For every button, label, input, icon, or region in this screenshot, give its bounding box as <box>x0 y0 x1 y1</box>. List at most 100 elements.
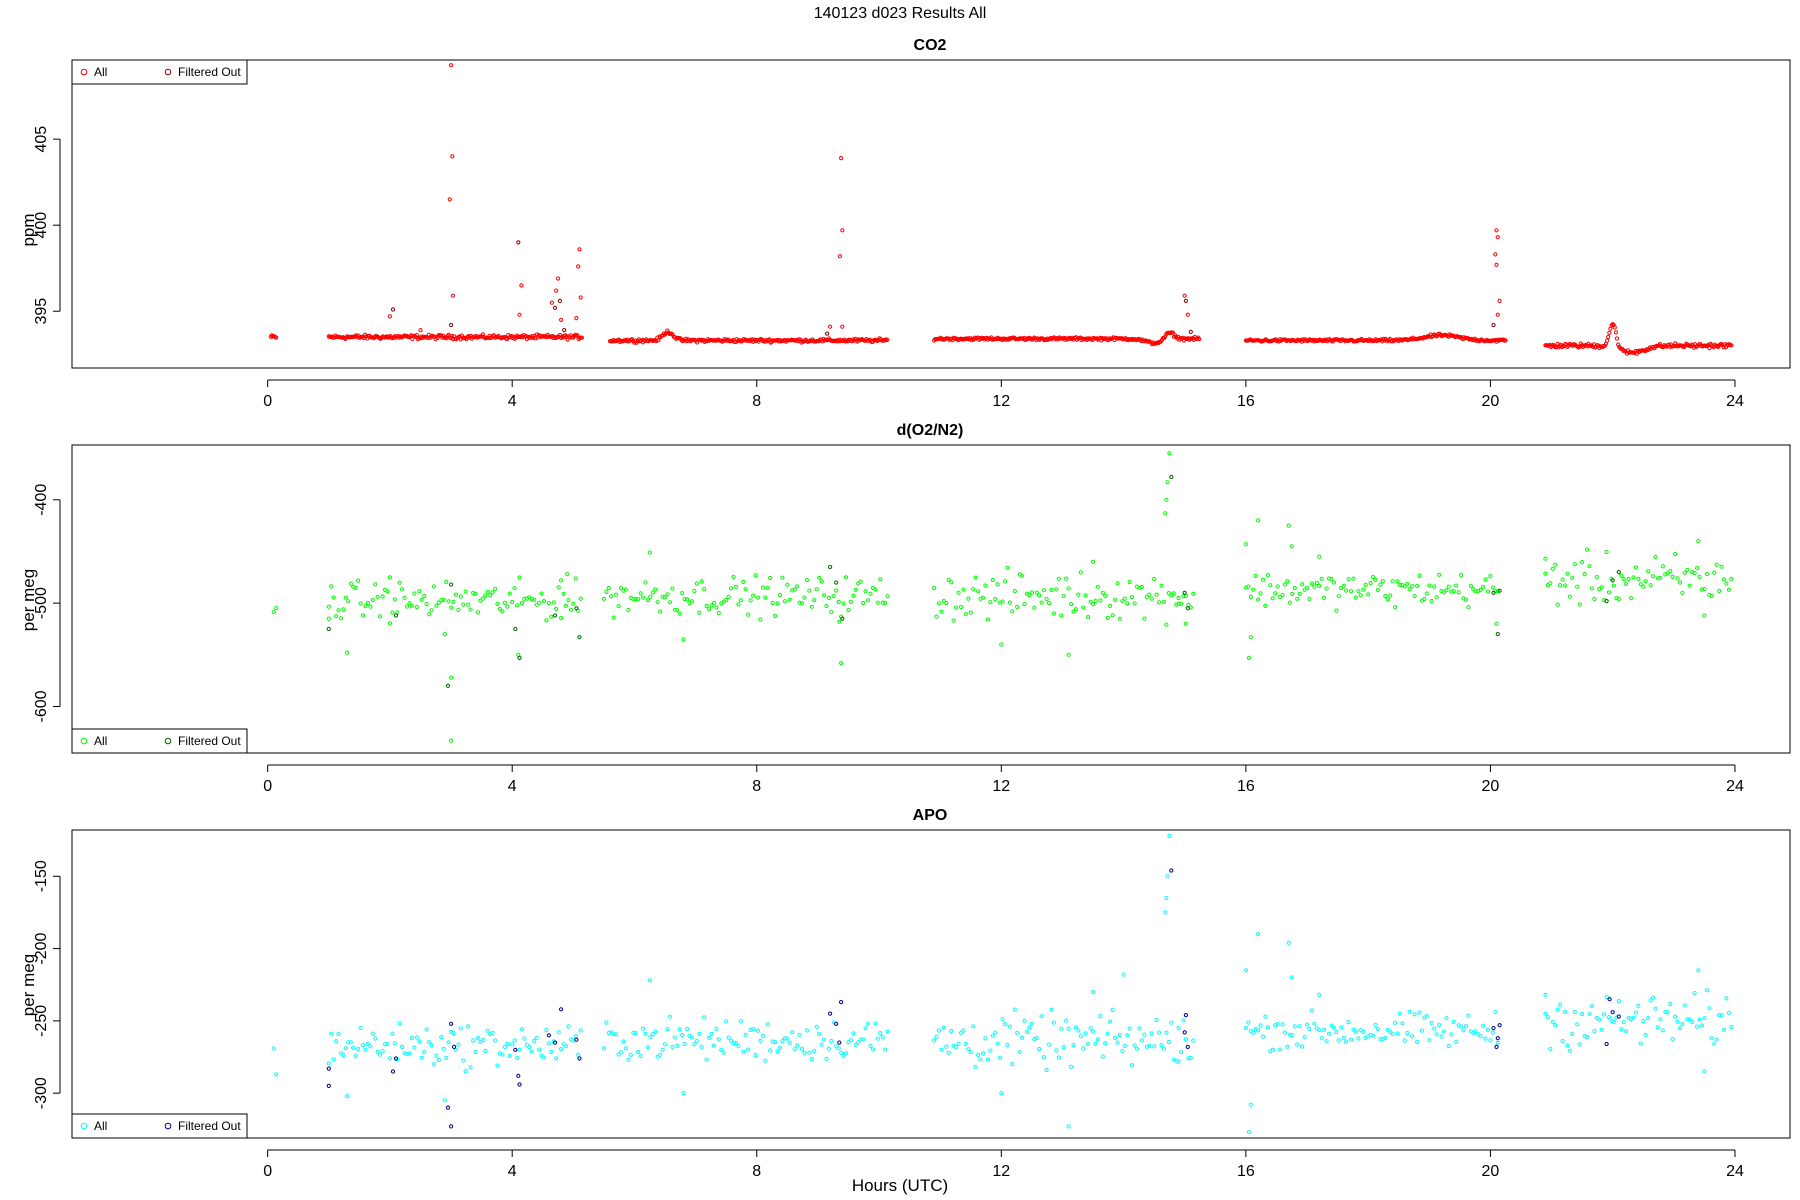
o2n2-data-point <box>1719 564 1724 569</box>
o2n2-data-point <box>738 598 744 603</box>
co2-data-point <box>274 335 279 340</box>
o2n2-data-point <box>1015 604 1020 610</box>
apo-data-point <box>1317 992 1322 997</box>
o2n2-filtered-point <box>840 616 845 621</box>
apo-panel: APO per meg 0 4 8 12 16 20 24 -300 -250 -200 -150 A… <box>19 807 1791 1180</box>
apo-data-point <box>1633 1010 1639 1015</box>
apo-data-point <box>566 1024 571 1029</box>
co2-data-point <box>387 314 392 319</box>
apo-data-point <box>1570 1031 1575 1037</box>
o2n2-data-point <box>1655 576 1661 581</box>
o2n2-x-tick-label: 24 <box>1726 778 1744 795</box>
apo-data-point <box>999 1091 1004 1096</box>
co2-panel-title: CO2 <box>914 37 947 54</box>
o2n2-data-point <box>1130 595 1135 600</box>
apo-data-point <box>500 1052 505 1057</box>
apo-x-tick-label: 0 <box>263 1163 272 1180</box>
apo-data-point <box>1558 1002 1563 1007</box>
o2n2-data-point <box>1334 608 1339 613</box>
o2n2-data-point <box>1331 580 1337 585</box>
apo-data-point <box>660 1047 665 1052</box>
o2n2-data-point <box>1424 591 1429 596</box>
apo-data-point <box>623 1046 629 1051</box>
o2n2-data-point <box>1456 590 1461 595</box>
apo-data-point <box>1412 1012 1417 1017</box>
co2-data-point <box>549 300 555 305</box>
apo-data-point <box>1056 1055 1061 1060</box>
apo-data-point <box>760 1034 766 1039</box>
o2n2-data-point <box>1361 587 1366 592</box>
o2n2-data-point <box>1363 582 1368 588</box>
apo-data-point <box>1434 1032 1439 1037</box>
co2-filtered-point <box>552 305 558 310</box>
apo-data-point <box>1553 1023 1558 1028</box>
co2-data-point <box>556 276 561 281</box>
apo-data-point <box>1134 1046 1140 1051</box>
o2n2-legend-all-marker <box>80 737 88 745</box>
o2n2-data-point <box>946 577 951 583</box>
o2n2-filtered-point <box>1495 632 1500 637</box>
o2n2-data-point <box>1466 605 1471 610</box>
apo-data-point <box>370 1031 375 1036</box>
apo-data-point <box>1088 1026 1093 1031</box>
apo-data-point <box>1341 1036 1346 1041</box>
co2-x-tick-label: 4 <box>508 393 517 410</box>
apo-data-point <box>1061 1045 1066 1050</box>
apo-data-point <box>865 1021 871 1026</box>
apo-data-point <box>819 1042 824 1047</box>
apo-data-point <box>1473 1029 1478 1034</box>
apo-data-point <box>561 1042 566 1047</box>
o2n2-data-point <box>434 603 439 608</box>
apo-data-point <box>707 1035 712 1040</box>
o2n2-data-point <box>1636 576 1641 582</box>
apo-data-point <box>1290 1033 1295 1038</box>
o2n2-data-point <box>1668 568 1673 574</box>
o2n2-data-point <box>326 616 331 621</box>
o2n2-data-point <box>1090 602 1096 607</box>
apo-data-point <box>1375 1026 1381 1032</box>
o2n2-data-point <box>665 592 670 597</box>
o2n2-data-point <box>565 572 570 577</box>
co2-filtered-point <box>1183 298 1189 303</box>
o2n2-data-point <box>1037 593 1042 598</box>
co2-data-point <box>579 335 585 340</box>
o2n2-data-point <box>1044 596 1049 602</box>
o2n2-data-point <box>571 601 576 606</box>
co2-filtered-point <box>1491 322 1496 328</box>
apo-data-point <box>1619 1027 1624 1032</box>
apo-data-point <box>1122 1043 1127 1049</box>
co2-data-point <box>1691 345 1697 350</box>
o2n2-data-point <box>345 650 350 655</box>
apo-data-point <box>621 1039 626 1044</box>
apo-filtered-point <box>516 1073 521 1078</box>
o2n2-data-point <box>1429 598 1434 604</box>
o2n2-data-point <box>329 584 334 589</box>
apo-data-point <box>446 1040 451 1045</box>
co2-legend-box <box>71 59 248 85</box>
o2n2-data-point <box>1481 585 1486 590</box>
apo-data-point <box>1451 1019 1456 1025</box>
apo-data-point <box>1699 1023 1705 1028</box>
o2n2-data-point <box>1587 564 1592 569</box>
apo-data-point <box>883 1047 888 1052</box>
o2n2-data-point <box>1132 601 1137 606</box>
o2n2-data-point <box>1432 584 1437 589</box>
apo-data-point <box>1702 1016 1707 1021</box>
apo-x-tick-label: 16 <box>1237 1163 1255 1180</box>
o2n2-data-point <box>1616 596 1621 602</box>
apo-data-point <box>1490 1030 1496 1035</box>
co2-data-point <box>1605 338 1610 343</box>
apo-y-tick-label: -200 <box>33 932 50 964</box>
apo-data-point <box>458 1026 463 1031</box>
apo-data-point <box>1121 972 1126 977</box>
apo-data-point <box>578 1028 583 1033</box>
apo-legend-filtered-marker <box>164 1122 172 1130</box>
o2n2-filtered-point <box>1182 590 1187 595</box>
co2-data-point <box>1707 346 1712 351</box>
apo-data-point <box>618 1050 624 1055</box>
apo-data-point <box>1592 1028 1597 1034</box>
apo-data-point <box>329 1031 334 1036</box>
o2n2-data-point <box>559 615 564 621</box>
apo-data-point <box>795 1043 800 1048</box>
o2n2-data-point <box>843 575 849 580</box>
